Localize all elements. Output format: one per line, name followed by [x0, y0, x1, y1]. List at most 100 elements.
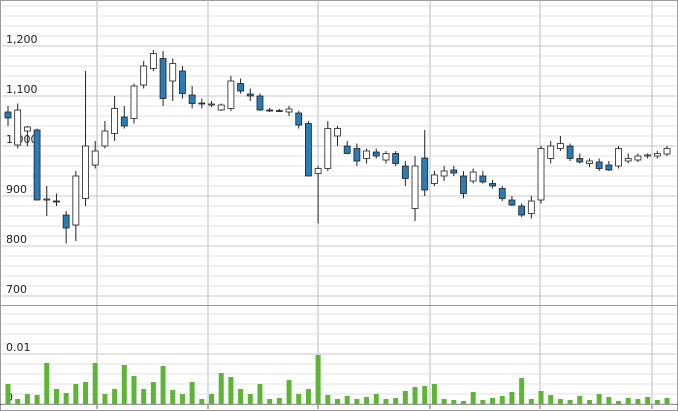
- volume-bar: [625, 398, 631, 404]
- volume-bar: [73, 384, 79, 404]
- candle-body: [33, 129, 41, 201]
- candle-body: [256, 95, 264, 111]
- candle-body: [440, 170, 448, 177]
- candle-body: [498, 188, 506, 199]
- volume-bar: [616, 401, 622, 404]
- volume-bar: [305, 389, 311, 404]
- candle-body: [305, 123, 312, 177]
- volume-bar: [24, 394, 30, 404]
- volume-bar: [189, 382, 195, 404]
- candle-body: [556, 143, 564, 149]
- volume-bar: [635, 399, 641, 404]
- candle-body: [169, 63, 177, 82]
- candle-body: [14, 109, 22, 146]
- volume-bar: [519, 378, 525, 404]
- volume-bar: [296, 394, 302, 404]
- volume-bar: [441, 399, 447, 404]
- volume-bar: [150, 382, 156, 404]
- candle-body: [149, 53, 157, 69]
- candle-body: [489, 183, 496, 187]
- candle-body: [392, 153, 400, 164]
- candle-body: [401, 165, 409, 179]
- candle-body: [382, 153, 390, 161]
- volume-bar: [92, 363, 98, 404]
- y-tick-label: 900: [6, 183, 27, 196]
- candle-body: [469, 171, 477, 182]
- volume-bar: [645, 397, 651, 404]
- candle-body: [91, 150, 99, 166]
- volume-bar: [286, 380, 292, 404]
- volume-bar: [664, 398, 670, 404]
- candle-body: [217, 104, 225, 111]
- candle-body: [246, 93, 254, 97]
- candle-body: [518, 205, 526, 216]
- candle-body: [663, 148, 671, 155]
- volume-bar: [276, 398, 282, 404]
- candle-body: [314, 168, 322, 174]
- candle-body: [576, 158, 584, 163]
- candle-body: [140, 65, 148, 86]
- volume-bar: [34, 395, 40, 404]
- candle-body: [198, 102, 206, 105]
- volume-bar: [131, 376, 137, 404]
- y-tick-label: 1,000: [6, 133, 38, 146]
- candle-body: [450, 169, 458, 174]
- candle-body: [508, 199, 516, 206]
- volume-bar: [141, 389, 147, 404]
- candle-body: [101, 130, 109, 147]
- candle-body: [179, 70, 186, 94]
- candle-body: [324, 128, 332, 169]
- volume-bar: [63, 393, 69, 404]
- candle-body: [527, 200, 535, 214]
- volume-bar: [238, 389, 244, 404]
- candle-body: [130, 85, 138, 119]
- volume-bar: [373, 394, 379, 404]
- candle-body: [334, 128, 341, 137]
- candle-body: [53, 200, 60, 203]
- volume-bar: [44, 363, 50, 404]
- candle-body: [411, 165, 419, 209]
- candle-body: [237, 83, 244, 92]
- candle-body: [295, 112, 303, 126]
- volume-bar: [567, 400, 573, 404]
- candle-body: [353, 148, 361, 162]
- volume-bar: [557, 399, 563, 404]
- volume-bar: [160, 366, 166, 404]
- volume-bar: [383, 399, 389, 404]
- candle-body: [4, 111, 12, 119]
- volume-bar: [170, 390, 176, 404]
- volume-bar: [53, 389, 59, 404]
- volume-bar: [460, 401, 466, 404]
- volume-bar: [606, 397, 612, 404]
- candle-body: [479, 175, 487, 183]
- volume-bar: [335, 399, 340, 404]
- volume-bar: [402, 391, 408, 404]
- volume-bar: [267, 399, 273, 404]
- candle-body: [208, 103, 215, 106]
- volume-bar: [451, 400, 457, 404]
- candle-body: [547, 145, 555, 159]
- candle-body: [343, 145, 351, 154]
- volume-bar: [596, 394, 602, 404]
- volume-bar: [509, 392, 515, 404]
- volume-bar: [490, 398, 496, 404]
- volume-bar: [480, 400, 486, 404]
- volume-bar: [586, 400, 592, 404]
- candle-body: [188, 94, 196, 104]
- volume-bar: [83, 382, 89, 404]
- candle-body: [159, 58, 167, 99]
- volume-bar: [393, 398, 399, 404]
- candle-body: [460, 175, 467, 194]
- volume-bar: [344, 396, 350, 404]
- volume-bar: [528, 399, 534, 404]
- volume-bar: [121, 365, 127, 404]
- volume-bar: [364, 397, 370, 404]
- volume-bar: [577, 396, 583, 404]
- candle-body: [372, 151, 380, 157]
- volume-bar: [315, 355, 321, 404]
- volume-bar: [654, 400, 660, 404]
- volume-bar: [499, 396, 505, 404]
- candle-body: [586, 160, 593, 164]
- volume-bar: [470, 392, 476, 404]
- candle-body: [624, 158, 632, 162]
